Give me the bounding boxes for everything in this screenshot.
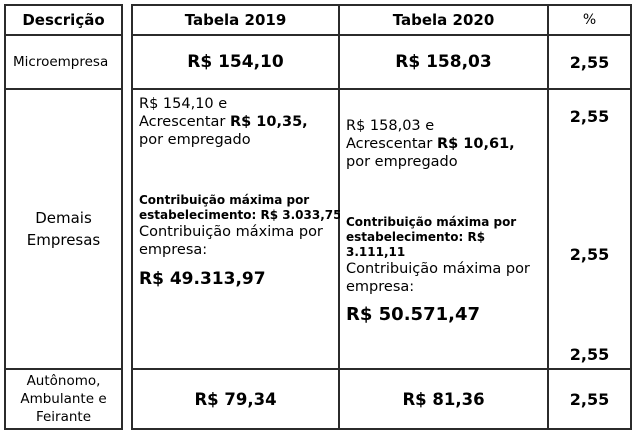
spacer xyxy=(139,149,332,193)
per-employee-line-2020: por empregado xyxy=(346,153,541,171)
per-employee-line-2019: por empregado xyxy=(139,131,332,149)
max-estab-line3-2020: 3.111,11 xyxy=(346,245,406,259)
base-amount-2020: R$ 158,03 e xyxy=(346,118,435,134)
descricao-header-label: Descrição xyxy=(22,11,105,29)
demais-percent-value-2: 2,55 xyxy=(569,245,610,264)
tabela-2020-header-label: Tabela 2020 xyxy=(392,11,495,29)
autonomo-2020-value: R$ 81,36 xyxy=(402,389,485,409)
max-estab-line1-2020: Contribuição máxima por xyxy=(346,215,517,229)
microempresa-percent-cell: 2,55 xyxy=(549,36,630,88)
demais-empresas-label-cell: Demais Empresas xyxy=(6,90,121,368)
microempresa-percent-value: 2,55 xyxy=(569,52,610,72)
acrescentar-prefix-2019: Acrescentar xyxy=(139,114,230,130)
autonomo-percent-cell: 2,55 xyxy=(549,370,630,428)
spacer xyxy=(346,171,541,215)
base-amount-line-2020: R$ 158,03 e xyxy=(346,117,541,135)
microempresa-label-cell: Microempresa xyxy=(6,36,121,88)
percent-header-label: % xyxy=(582,12,597,28)
demais-2019-cell: R$ 154,10 e Acrescentar R$ 10,35, por em… xyxy=(133,90,342,368)
acrescentar-value-2019: R$ 10,35, xyxy=(229,114,308,130)
microempresa-2019-cell: R$ 154,10 xyxy=(133,36,338,88)
base-amount-2019: R$ 154,10 e xyxy=(139,96,228,112)
base-amount-line-2019: R$ 154,10 e xyxy=(139,95,332,113)
microempresa-label: Microempresa xyxy=(13,54,109,70)
demais-percent-value-1: 2,55 xyxy=(569,107,610,126)
percent-header-cell: % xyxy=(549,6,630,34)
max-empresa-value-2020: R$ 50.571,47 xyxy=(346,304,480,325)
microempresa-2020-value: R$ 158,03 xyxy=(395,52,492,72)
per-employee-2019: por empregado xyxy=(139,132,251,148)
per-employee-2020: por empregado xyxy=(346,154,458,170)
max-empresa-line2-2020: empresa: xyxy=(346,279,415,295)
autonomo-label: Autônomo, Ambulante e Feirante xyxy=(20,373,107,425)
demais-percent-cell: 2,55 2,55 2,55 xyxy=(549,90,630,368)
acrescentar-line-2019: Acrescentar R$ 10,35, xyxy=(139,113,332,131)
tabela-2019-header-cell: Tabela 2019 xyxy=(133,6,338,34)
demais-2020-cell: R$ 158,03 e Acrescentar R$ 10,61, por em… xyxy=(340,90,547,368)
max-empresa-line1-2019: Contribuição máxima por xyxy=(139,224,323,240)
acrescentar-value-2020: R$ 10,61, xyxy=(436,136,515,152)
description-table: Descrição Microempresa Demais Empresas A… xyxy=(4,4,123,430)
tabela-2019-header-label: Tabela 2019 xyxy=(184,11,287,29)
max-estab-line2-2020: estabelecimento: R$ xyxy=(346,230,486,244)
descricao-header-cell: Descrição xyxy=(6,6,121,34)
max-estab-line2-2019: estabelecimento: R$ 3.033,75 xyxy=(139,208,342,222)
microempresa-2019-value: R$ 154,10 xyxy=(187,52,284,72)
demais-percent-value-3: 2,55 xyxy=(569,345,610,364)
autonomo-label-cell: Autônomo, Ambulante e Feirante xyxy=(6,370,121,428)
autonomo-2019-cell: R$ 79,34 xyxy=(133,370,338,428)
max-estab-line1-2019: Contribuição máxima por xyxy=(139,193,310,207)
tabela-2020-header-cell: Tabela 2020 xyxy=(340,6,547,34)
acrescentar-prefix-2020: Acrescentar xyxy=(346,136,437,152)
microempresa-2020-cell: R$ 158,03 xyxy=(340,36,547,88)
max-empresa-value-2019: R$ 49.313,97 xyxy=(139,269,266,289)
autonomo-percent-value: 2,55 xyxy=(569,389,610,409)
values-table: Tabela 2019 Tabela 2020 % R$ 154,10 R$ 1… xyxy=(131,4,632,430)
autonomo-2019-value: R$ 79,34 xyxy=(194,389,277,409)
max-empresa-line2-2019: empresa: xyxy=(139,242,208,258)
autonomo-2020-cell: R$ 81,36 xyxy=(340,370,547,428)
max-empresa-line1-2020: Contribuição máxima por xyxy=(346,261,530,277)
acrescentar-line-2020: Acrescentar R$ 10,61, xyxy=(346,135,541,153)
demais-empresas-label: Demais Empresas xyxy=(26,209,101,249)
